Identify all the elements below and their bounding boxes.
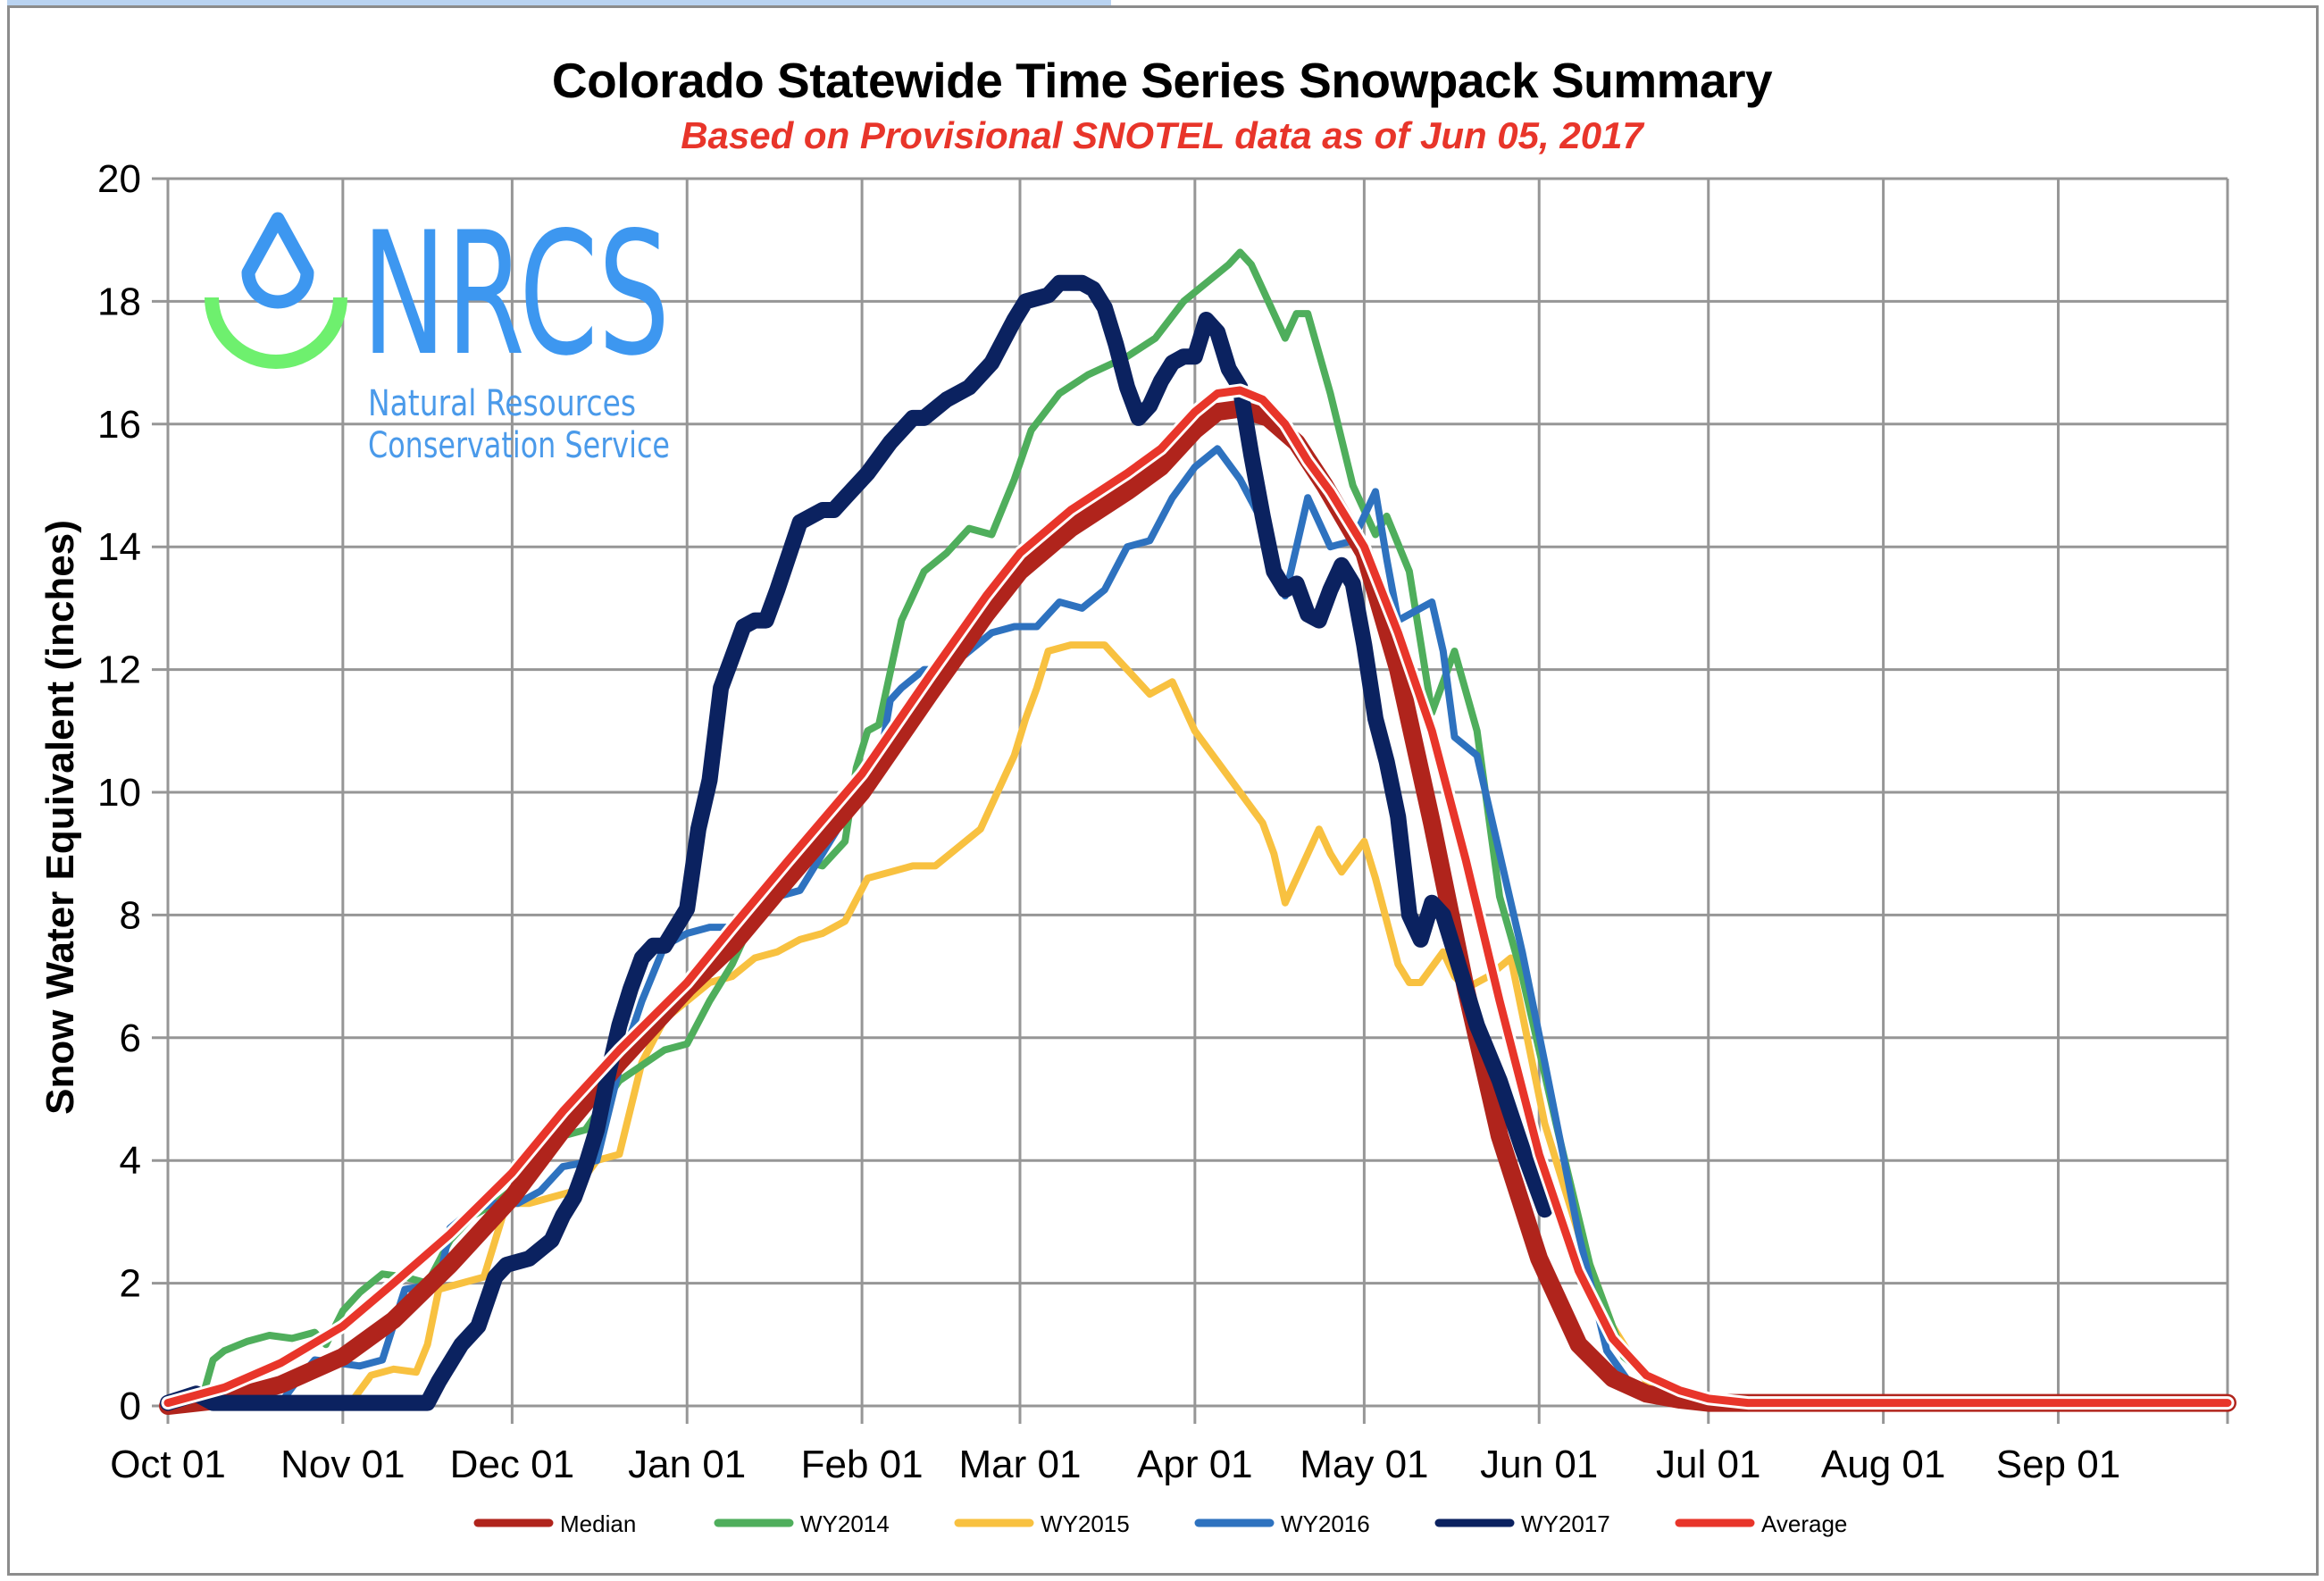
legend-item: WY2017 [1434, 1510, 1610, 1537]
chart-frame [7, 5, 2319, 1576]
x-axis-ticks: Oct 01 Nov 01 Dec 01 Jan 01 Feb 01 Mar 01 Apr … [110, 1443, 2120, 1486]
x-tick-label: Jun 01 [1480, 1443, 1598, 1486]
legend-label: WY2016 [1281, 1510, 1370, 1537]
y-tick-label: 4 [120, 1139, 141, 1183]
x-tick-label: May 01 [1300, 1443, 1428, 1486]
x-tick-label: Mar 01 [959, 1443, 1082, 1486]
legend-label: WY2015 [1041, 1510, 1130, 1537]
water-drop-icon [241, 212, 314, 309]
x-tick-label: Dec 01 [450, 1443, 574, 1486]
legend-item: WY2015 [954, 1510, 1130, 1537]
y-tick-label: 16 [97, 403, 141, 447]
series-average-halo [161, 383, 2235, 1410]
series-line-wy2017 [160, 274, 1553, 1411]
legend-label: Average [1761, 1510, 1847, 1537]
x-tick-label: Jul 01 [1656, 1443, 1760, 1486]
series-line-average [163, 386, 2232, 1408]
gridlines [152, 177, 2229, 1424]
series-line-median [159, 399, 2236, 1415]
series-line-wy2016 [164, 445, 2231, 1410]
y-tick-label: 12 [97, 648, 141, 692]
logo-acronym: NRCS [362, 196, 670, 393]
legend: Median WY2014 WY2015 WY2016 WY2017 Average [473, 1510, 1847, 1537]
x-tick-label: Apr 01 [1137, 1443, 1253, 1486]
y-axis-ticks: 0 2 4 6 8 10 12 14 16 18 20 [97, 157, 141, 1428]
legend-label: WY2017 [1521, 1510, 1610, 1537]
nrcs-logo: NRCS Natural Resources Conservation Serv… [205, 196, 670, 466]
legend-label: Median [560, 1510, 636, 1537]
y-tick-label: 0 [120, 1384, 141, 1428]
x-tick-label: Sep 01 [1996, 1443, 2120, 1486]
y-tick-label: 14 [97, 525, 141, 569]
x-tick-label: Feb 01 [801, 1443, 924, 1486]
y-tick-label: 2 [120, 1262, 141, 1306]
x-tick-label: Oct 01 [110, 1443, 226, 1486]
x-tick-label: Nov 01 [280, 1443, 405, 1486]
x-tick-label: Jan 01 [628, 1443, 746, 1486]
window-top-highlight [7, 0, 1111, 5]
series-lines [159, 248, 2236, 1415]
y-tick-label: 8 [120, 893, 141, 937]
legend-item: WY2014 [714, 1510, 890, 1537]
legend-item: Average [1675, 1510, 1847, 1537]
chart-subtitle: Based on Provisional SNOTEL data as of J… [681, 114, 1643, 156]
y-tick-label: 6 [120, 1016, 141, 1060]
y-tick-label: 18 [97, 280, 141, 323]
series-line-wy2015 [164, 641, 2231, 1410]
chart-title: Colorado Statewide Time Series Snowpack … [551, 53, 1773, 108]
legend-label: WY2014 [800, 1510, 890, 1537]
legend-item: Median [473, 1510, 636, 1537]
logo-arc-icon [205, 297, 347, 369]
y-tick-label: 20 [97, 157, 141, 201]
logo-line-1: Natural Resources [368, 383, 636, 424]
x-tick-label: Aug 01 [1821, 1443, 1945, 1486]
y-tick-label: 10 [97, 771, 141, 815]
y-axis-label: Snow Water Equivalent (inches) [38, 520, 82, 1115]
logo-line-2: Conservation Service [368, 425, 670, 466]
legend-item: WY2016 [1194, 1510, 1370, 1537]
